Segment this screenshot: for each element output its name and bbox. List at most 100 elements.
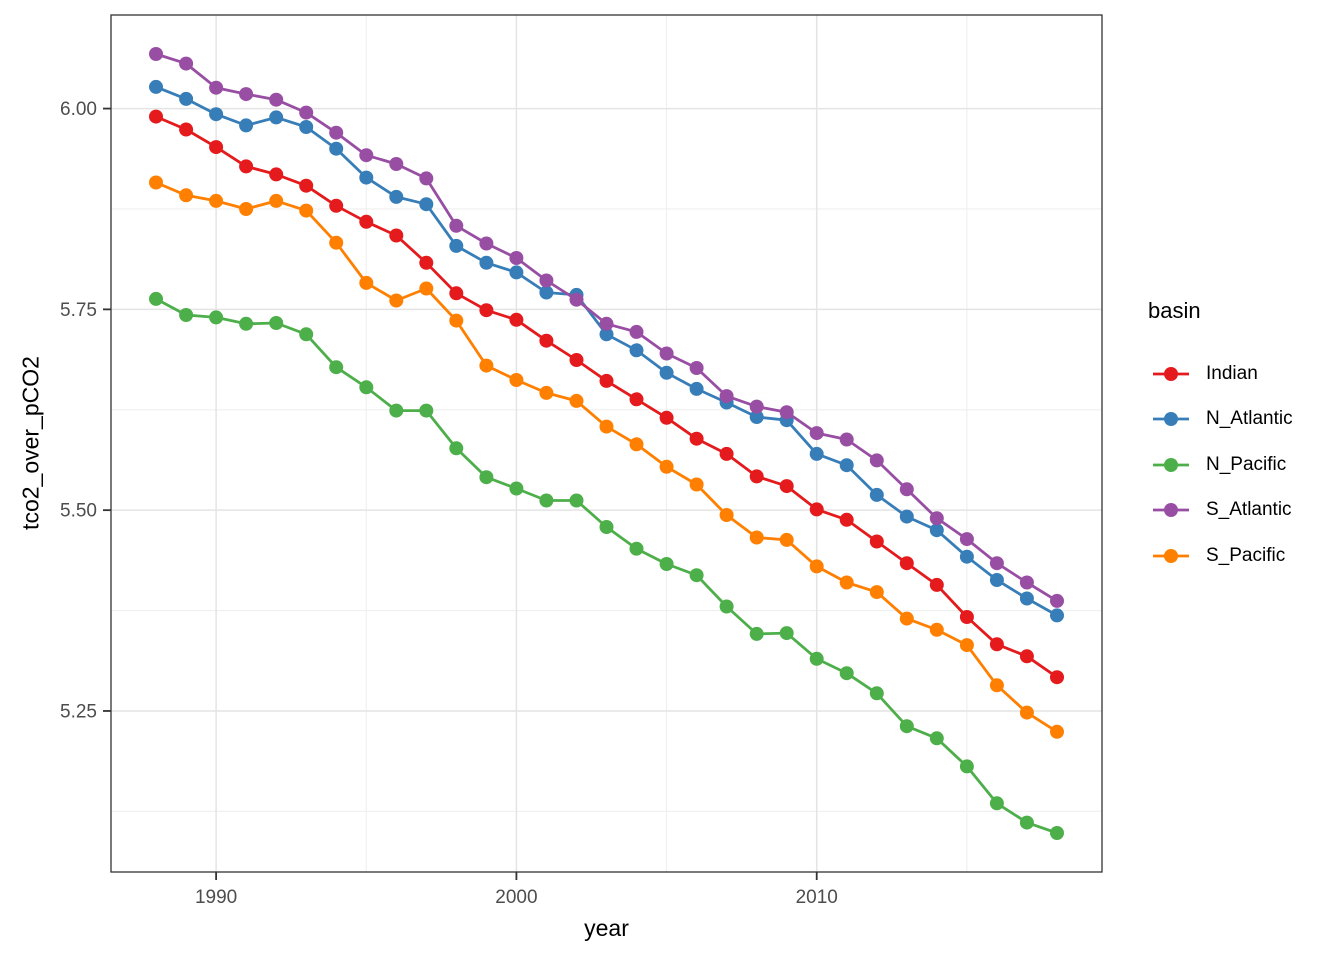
data-point-N_Atlantic bbox=[179, 91, 194, 106]
data-point-N_Atlantic bbox=[539, 285, 554, 300]
legend-key-glyph bbox=[1153, 366, 1189, 381]
data-point-Indian bbox=[599, 373, 614, 388]
data-point-Indian bbox=[359, 214, 374, 229]
data-point-N_Atlantic bbox=[419, 197, 434, 212]
data-point-S_Atlantic bbox=[209, 80, 224, 95]
data-point-Indian bbox=[1050, 670, 1064, 685]
legend-key-point bbox=[1164, 548, 1178, 563]
data-point-S_Pacific bbox=[269, 193, 284, 208]
data-point-S_Atlantic bbox=[389, 157, 404, 171]
legend-key-glyph bbox=[1153, 548, 1189, 563]
data-point-S_Atlantic bbox=[1019, 575, 1034, 590]
data-point-N_Atlantic bbox=[449, 238, 464, 253]
legend-label: S_Atlantic bbox=[1206, 499, 1292, 521]
legend-key-point bbox=[1164, 412, 1178, 427]
data-point-N_Pacific bbox=[299, 327, 314, 342]
data-point-S_Atlantic bbox=[659, 346, 674, 361]
data-point-Indian bbox=[839, 512, 854, 527]
data-point-S_Pacific bbox=[719, 508, 734, 522]
data-point-Indian bbox=[689, 431, 704, 446]
data-point-Indian bbox=[149, 109, 163, 124]
data-point-N_Pacific bbox=[569, 493, 584, 508]
data-point-S_Atlantic bbox=[359, 148, 374, 163]
data-point-N_Atlantic bbox=[209, 107, 224, 122]
data-point-N_Pacific bbox=[899, 719, 914, 734]
data-point-Indian bbox=[239, 159, 254, 174]
legend-entry-S_Pacific: S_Pacific bbox=[1152, 533, 1293, 579]
data-point-S_Atlantic bbox=[899, 482, 914, 497]
data-point-S_Pacific bbox=[629, 437, 644, 452]
data-point-S_Pacific bbox=[419, 281, 434, 296]
data-point-N_Atlantic bbox=[839, 458, 854, 473]
legend-label: Indian bbox=[1206, 362, 1258, 384]
data-point-S_Atlantic bbox=[599, 316, 614, 331]
data-point-N_Atlantic bbox=[329, 141, 344, 156]
panel-border bbox=[110, 14, 1103, 873]
legend-label: N_Atlantic bbox=[1206, 408, 1293, 430]
legend-key-glyph bbox=[1153, 412, 1189, 427]
data-point-S_Pacific bbox=[329, 235, 344, 250]
data-point-Indian bbox=[539, 333, 554, 348]
data-point-S_Pacific bbox=[659, 459, 674, 474]
data-point-Indian bbox=[659, 410, 674, 425]
data-point-N_Atlantic bbox=[479, 255, 494, 270]
data-point-S_Pacific bbox=[1050, 724, 1064, 739]
data-point-S_Atlantic bbox=[179, 56, 194, 71]
data-point-S_Pacific bbox=[239, 202, 254, 216]
legend-label: S_Pacific bbox=[1206, 544, 1286, 566]
data-point-S_Atlantic bbox=[719, 389, 734, 404]
x-tick-label: 2010 bbox=[796, 887, 838, 908]
data-point-S_Atlantic bbox=[629, 324, 644, 339]
data-point-N_Pacific bbox=[749, 626, 764, 641]
data-point-N_Atlantic bbox=[689, 381, 704, 396]
data-point-Indian bbox=[569, 353, 584, 367]
data-point-S_Atlantic bbox=[449, 218, 464, 233]
data-point-Indian bbox=[329, 198, 344, 213]
data-point-S_Pacific bbox=[449, 313, 464, 328]
data-point-N_Pacific bbox=[509, 481, 524, 496]
data-point-S_Pacific bbox=[989, 678, 1004, 693]
data-point-Indian bbox=[809, 502, 824, 517]
data-point-N_Pacific bbox=[929, 731, 944, 746]
data-point-S_Atlantic bbox=[569, 292, 584, 307]
data-point-S_Pacific bbox=[689, 477, 704, 492]
data-point-N_Atlantic bbox=[749, 410, 764, 424]
data-point-S_Pacific bbox=[209, 193, 224, 208]
legend-entries: Indian N_Atlantic N_Pacific S_Atlantic S_Pac… bbox=[1146, 351, 1293, 579]
data-point-N_Pacific bbox=[779, 626, 794, 641]
data-point-S_Pacific bbox=[179, 188, 194, 203]
data-point-Indian bbox=[989, 637, 1004, 652]
data-point-N_Pacific bbox=[179, 308, 194, 322]
data-point-S_Pacific bbox=[539, 385, 554, 400]
data-point-N_Atlantic bbox=[1019, 591, 1034, 606]
data-point-S_Atlantic bbox=[479, 236, 494, 251]
legend-entry-N_Pacific: N_Pacific bbox=[1152, 442, 1293, 488]
data-point-N_Atlantic bbox=[389, 189, 404, 204]
x-axis-title: year bbox=[584, 915, 629, 941]
data-point-N_Atlantic bbox=[359, 170, 374, 185]
data-point-S_Pacific bbox=[359, 275, 374, 290]
data-point-N_Pacific bbox=[239, 316, 254, 331]
data-point-Indian bbox=[779, 479, 794, 494]
data-point-S_Atlantic bbox=[839, 432, 854, 447]
data-point-N_Pacific bbox=[449, 441, 464, 456]
panel-background bbox=[111, 15, 1102, 872]
data-point-N_Atlantic bbox=[899, 509, 914, 524]
data-point-S_Atlantic bbox=[959, 532, 974, 547]
data-point-N_Atlantic bbox=[1050, 608, 1064, 623]
data-point-N_Pacific bbox=[599, 520, 614, 534]
data-point-Indian bbox=[899, 556, 914, 571]
legend-entry-S_Atlantic: S_Atlantic bbox=[1152, 488, 1293, 534]
legend-key-point bbox=[1164, 457, 1178, 472]
data-point-S_Atlantic bbox=[149, 47, 163, 61]
data-point-S_Atlantic bbox=[869, 453, 884, 468]
data-point-S_Pacific bbox=[809, 559, 824, 574]
data-point-N_Atlantic bbox=[239, 118, 254, 133]
data-point-N_Atlantic bbox=[269, 110, 284, 125]
data-point-N_Atlantic bbox=[629, 343, 644, 358]
y-tick-label: 5.75 bbox=[60, 300, 97, 321]
data-point-S_Atlantic bbox=[299, 105, 314, 120]
data-point-Indian bbox=[209, 140, 224, 155]
data-point-Indian bbox=[929, 577, 944, 592]
data-point-N_Pacific bbox=[359, 380, 374, 395]
